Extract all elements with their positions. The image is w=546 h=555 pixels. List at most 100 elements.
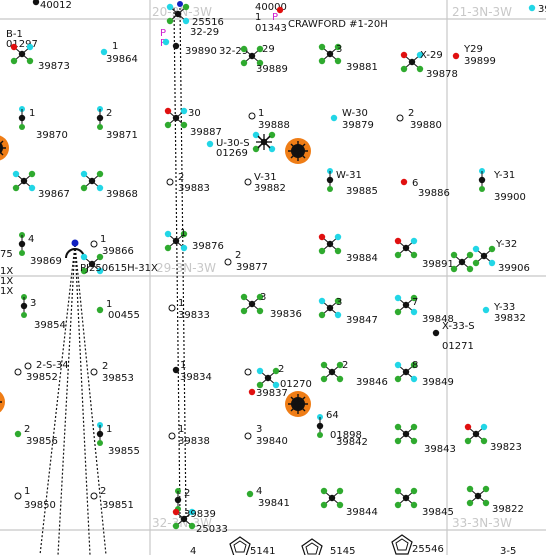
well-B-1[interactable]: B-1 01297 39873 (6, 29, 70, 72)
well-39854[interactable]: 3 39854 (20, 293, 66, 331)
well-Y-32[interactable]: Y-32 39906 (450, 239, 530, 274)
well-39881[interactable]: 3 39881 (318, 43, 378, 73)
svg-text:25516: 25516 (192, 17, 224, 28)
svg-text:25546: 25546 (412, 544, 444, 555)
well-39850[interactable]: 1 39850 (14, 486, 56, 511)
well-39838[interactable]: 1 39838 (168, 424, 210, 447)
well-01898[interactable]: 64 01898 39842 (316, 410, 368, 448)
well-39868[interactable]: 39868 (80, 170, 138, 200)
well-39836[interactable]: 3 39836 (240, 292, 302, 320)
well-39841[interactable]: 4 39841 (246, 486, 290, 509)
well-39871[interactable]: 2 39871 (96, 105, 138, 141)
well-39855[interactable]: 1 39855 (96, 421, 140, 457)
well-39844[interactable]: 39844 (320, 487, 378, 518)
well-39822[interactable]: 39822 (466, 485, 524, 515)
well-01270[interactable]: 2 01270 39837 (244, 364, 312, 399)
svg-text:3: 3 (336, 297, 342, 308)
svg-text:30: 30 (188, 108, 201, 119)
well-39890[interactable]: 39890 32-29 (162, 38, 248, 57)
well-V-31[interactable]: V-31 39882 (244, 172, 286, 194)
well-39877[interactable]: 2 39877 (224, 250, 268, 273)
well-symbol[interactable] (32, 0, 40, 6)
well-Y-31[interactable]: Y-31 39900 (478, 167, 526, 203)
well-00455[interactable]: 1 00455 (96, 299, 140, 321)
big-producer-icon[interactable] (284, 137, 312, 165)
well-39851[interactable]: 2 39851 (90, 486, 134, 511)
svg-text:39906: 39906 (498, 263, 530, 274)
well-39847[interactable]: 3 39847 (318, 297, 378, 326)
well-39849[interactable]: 8 39849 (394, 360, 454, 388)
well-39848[interactable]: 7 39848 (394, 294, 454, 325)
svg-text:39880: 39880 (410, 120, 442, 131)
svg-text:01898: 01898 (330, 430, 362, 441)
well-Y-33[interactable]: Y-33 39832 (482, 302, 526, 324)
svg-text:39889: 39889 (256, 64, 288, 75)
well-39888[interactable]: 1 39888 (248, 108, 290, 131)
well-39846[interactable]: 2 39846 (320, 360, 388, 388)
well-39870[interactable]: 1 39870 (18, 105, 68, 141)
svg-text:39883: 39883 (178, 183, 210, 194)
svg-text:39840: 39840 (256, 436, 288, 447)
well-39866[interactable]: 1 39866 (90, 234, 134, 257)
well-39883[interactable]: 2 39883 (166, 172, 210, 194)
svg-text:3: 3 (256, 424, 262, 435)
well-39839[interactable]: 2 39839 25033 (172, 487, 228, 535)
well-39876[interactable]: 1 39876 (164, 228, 224, 252)
well-39852[interactable]: 2-S-34 39852 (14, 360, 69, 383)
section-label-20: 20-3N-3W (152, 5, 212, 19)
svg-text:39887: 39887 (190, 127, 222, 138)
well-39843[interactable]: 39843 (394, 423, 456, 455)
svg-text:V-31: V-31 (254, 172, 277, 183)
svg-text:01297: 01297 (6, 39, 38, 50)
well-U-30-S[interactable]: U-30-S 01269 (206, 131, 276, 159)
svg-text:39878: 39878 (426, 69, 458, 80)
well-39845[interactable]: 39845 (394, 487, 454, 518)
lease-number-3: 01343 (255, 23, 287, 34)
well-39834[interactable]: 1 39834 (172, 360, 212, 383)
well-39884[interactable]: 39884 (318, 233, 378, 264)
well-39840[interactable]: 3 39840 (244, 424, 288, 447)
big-producer-icon[interactable] (0, 388, 6, 416)
svg-text:39833: 39833 (178, 310, 210, 321)
well-W-31[interactable]: W-31 39885 (326, 167, 378, 197)
svg-text:39844: 39844 (346, 507, 378, 518)
well-symbol[interactable] (528, 4, 536, 12)
well-39856[interactable]: 2 39856 (14, 424, 58, 447)
svg-text:39886: 39886 (418, 188, 450, 199)
svg-text:1: 1 (100, 234, 106, 245)
svg-text:4: 4 (190, 546, 196, 555)
well-Y29[interactable]: Y29 39899 (452, 44, 496, 67)
well-X-29[interactable]: X-29 39878 (400, 50, 458, 80)
svg-text:00455: 00455 (108, 310, 140, 321)
well-39886[interactable]: 6 39886 (400, 178, 450, 199)
well-39891[interactable]: 39891 (394, 237, 454, 270)
well-X-33-S[interactable]: X-33-S 01271 (432, 321, 475, 352)
well-25516[interactable]: 25516 32-29 P P (160, 1, 224, 49)
big-producer-icon[interactable] (0, 134, 10, 162)
svg-text:Y29: Y29 (463, 44, 483, 55)
well-W-30[interactable]: W-30 39879 (330, 108, 374, 131)
lease-name: CRAWFORD #1-20H (288, 19, 388, 30)
svg-text:2: 2 (106, 108, 112, 119)
edge-label: 75 (0, 249, 13, 260)
svg-text:39869: 39869 (30, 256, 62, 267)
well-39867[interactable]: 39867 (12, 170, 70, 200)
well-39823[interactable]: 39823 (464, 423, 522, 453)
well-39880[interactable]: 2 39880 (396, 108, 442, 131)
svg-text:39871: 39871 (106, 130, 138, 141)
well-39864[interactable]: 1 39864 (100, 41, 138, 65)
well-39869[interactable]: 4 39869 (18, 231, 62, 267)
svg-text:39842: 39842 (336, 437, 368, 448)
well-39889[interactable]: 29 39889 (240, 44, 288, 75)
big-producer-icon[interactable] (284, 390, 312, 418)
well-39833[interactable]: 1 39833 (168, 298, 210, 321)
well-39853[interactable]: 2 39853 (90, 361, 134, 384)
svg-text:39891: 39891 (422, 259, 454, 270)
well-39887[interactable]: 30 39887 (164, 107, 222, 138)
svg-text:39873: 39873 (38, 61, 70, 72)
svg-text:2: 2 (178, 172, 184, 183)
horizontal-well[interactable]: PJ250615H-31X (65, 239, 158, 275)
svg-text:4: 4 (28, 234, 34, 245)
